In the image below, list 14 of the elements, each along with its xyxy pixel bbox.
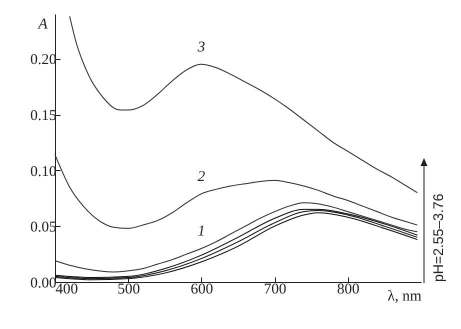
x-tick-label: 800 (337, 282, 360, 298)
text: pH=2.55–3.76 (430, 193, 446, 282)
y-tick-label: 0.00 (30, 276, 56, 292)
y-tick-label: 0.05 (30, 220, 56, 236)
x-tick-label: 700 (264, 282, 286, 298)
x-tick-label: 500 (117, 282, 140, 298)
series-label: 2 (198, 168, 206, 185)
x-tick-label: 600 (190, 282, 214, 298)
y-tick-label: 0.15 (30, 108, 56, 124)
x-axis-title: λ, nm (388, 288, 422, 304)
x-tick-label: 400 (56, 282, 78, 298)
y-axis-title: A (37, 16, 48, 32)
series-label: 3 (196, 39, 206, 56)
series-label: 1 (198, 224, 206, 240)
